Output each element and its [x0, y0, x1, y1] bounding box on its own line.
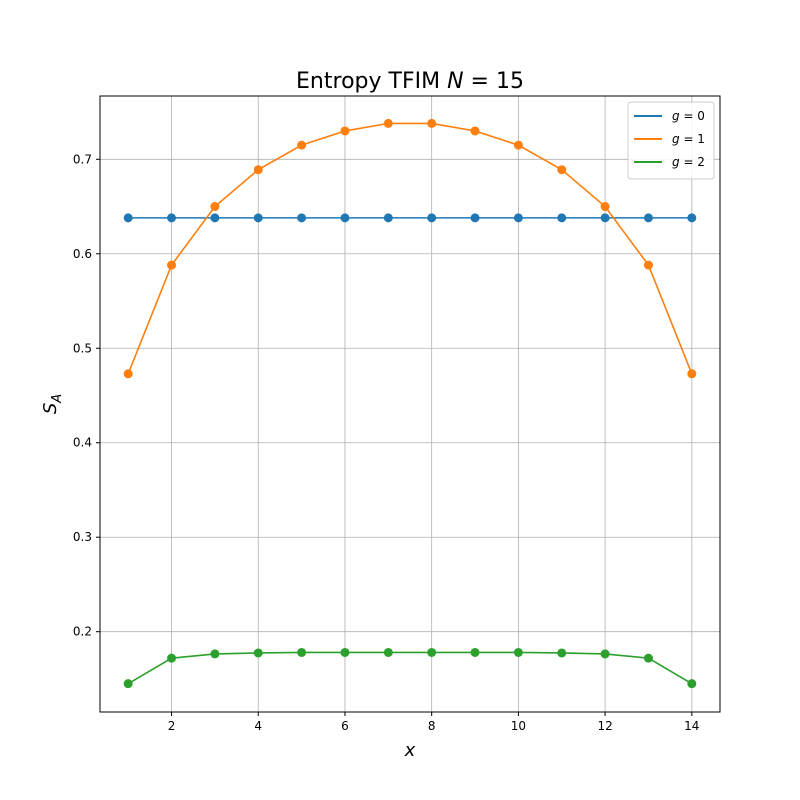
legend: g = 0 g = 1 g = 2	[627, 101, 715, 180]
data-point	[253, 213, 263, 223]
x-tick-label: 8	[428, 719, 436, 733]
data-point	[427, 647, 437, 657]
data-point	[253, 648, 263, 658]
data-point	[340, 647, 350, 657]
y-tick-label: 0.5	[73, 341, 92, 355]
data-point	[687, 679, 697, 689]
data-point	[210, 649, 220, 659]
data-point	[470, 213, 480, 223]
data-point	[643, 260, 653, 270]
y-tick-label: 0.7	[73, 152, 92, 166]
series-line	[127, 122, 693, 375]
data-point	[427, 213, 437, 223]
data-point	[253, 165, 263, 175]
data-point	[167, 653, 177, 663]
data-point	[643, 653, 653, 663]
x-tick-label: 10	[511, 719, 526, 733]
y-tick-label: 0.4	[73, 436, 92, 450]
data-point	[427, 118, 437, 128]
data-point	[297, 140, 307, 150]
data-point	[600, 202, 610, 212]
data-point	[340, 126, 350, 136]
data-point	[297, 213, 307, 223]
series-line	[127, 651, 693, 685]
data-point	[557, 165, 567, 175]
legend-label: g = 0	[672, 109, 705, 123]
data-point	[600, 213, 610, 223]
data-point	[210, 202, 220, 212]
legend-label: g = 2	[672, 155, 705, 169]
y-tick-label: 0.6	[73, 247, 92, 261]
data-point	[383, 118, 393, 128]
data-point	[167, 213, 177, 223]
y-axis-label: SA	[40, 394, 65, 414]
series-2	[123, 647, 697, 689]
legend-label: g = 1	[672, 132, 705, 146]
x-axis-label: x	[404, 740, 416, 761]
x-tick-label: 12	[597, 719, 612, 733]
data-point	[470, 126, 480, 136]
data-point	[687, 213, 697, 223]
y-tick-label: 0.3	[73, 530, 92, 544]
data-point	[557, 213, 567, 223]
legend-box	[627, 101, 715, 180]
data-point	[600, 649, 610, 659]
y-tick-label: 0.2	[73, 625, 92, 639]
data-point	[123, 679, 133, 689]
data-point	[297, 647, 307, 657]
data-point	[513, 140, 523, 150]
data-point	[123, 369, 133, 379]
data-point	[513, 213, 523, 223]
ticks: 2 4 6 8 10 12 14 0.2 0.3 0.4 0.5 0.6 0.7	[73, 152, 700, 733]
x-tick-label: 6	[341, 719, 349, 733]
data-point	[167, 260, 177, 270]
series-1	[123, 118, 697, 379]
grid	[100, 96, 720, 712]
data-point	[210, 213, 220, 223]
series-0	[123, 213, 697, 223]
x-tick-label: 14	[684, 719, 699, 733]
series-layer	[123, 118, 697, 689]
data-point	[643, 213, 653, 223]
x-tick-label: 2	[168, 719, 176, 733]
chart-title: Entropy TFIM N = 15	[296, 69, 524, 94]
data-point	[340, 213, 350, 223]
x-tick-label: 4	[254, 719, 262, 733]
data-point	[123, 213, 133, 223]
data-point	[383, 647, 393, 657]
data-point	[557, 648, 567, 658]
data-point	[470, 647, 480, 657]
data-point	[513, 647, 523, 657]
data-point	[687, 369, 697, 379]
plot-frame	[99, 95, 721, 713]
data-point	[383, 213, 393, 223]
